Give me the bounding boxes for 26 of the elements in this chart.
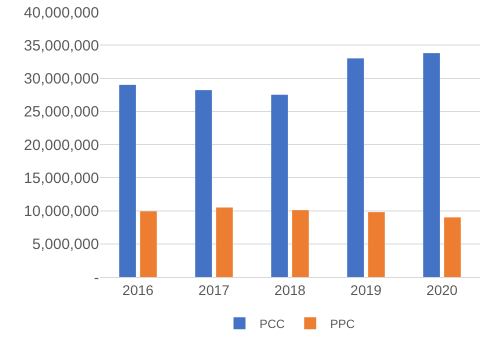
x-tick-label: 2020	[426, 282, 458, 298]
x-tick-label: 2016	[122, 282, 154, 298]
bar	[292, 210, 309, 277]
y-tick-label: 35,000,000	[24, 37, 99, 54]
y-tick-label: 15,000,000	[24, 170, 99, 187]
legend-label: PCC	[260, 316, 286, 331]
bar	[444, 217, 461, 277]
y-tick-label: 5,000,000	[32, 236, 99, 254]
x-tick-label: 2018	[274, 282, 306, 298]
bar	[368, 212, 385, 277]
bar	[271, 94, 288, 277]
legend-label: PPC	[330, 316, 356, 331]
y-tick-label: 30,000,000	[24, 70, 99, 88]
bar	[195, 90, 212, 277]
bar	[347, 58, 364, 277]
y-tick-label: -	[94, 269, 99, 286]
bar	[216, 207, 233, 277]
y-tick-label: 20,000,000	[24, 136, 99, 154]
bar	[140, 211, 157, 277]
bar	[119, 84, 136, 277]
x-tick-label: 2019	[350, 282, 382, 298]
y-tick-label: 25,000,000	[24, 104, 99, 121]
bar	[423, 53, 440, 277]
y-tick-label: 10,000,000	[24, 203, 99, 220]
y-tick-label: 40,000,000	[24, 4, 99, 22]
x-tick-label: 2017	[198, 282, 230, 298]
